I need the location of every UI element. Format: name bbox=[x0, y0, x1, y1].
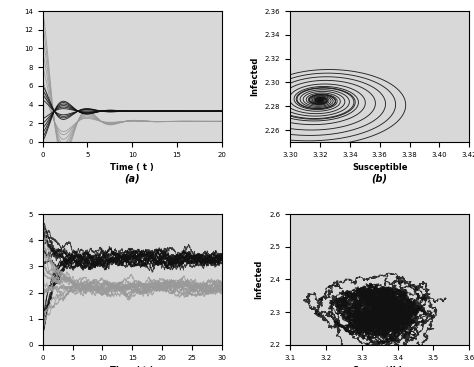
Text: (a): (a) bbox=[125, 173, 140, 183]
X-axis label: Time ( t ): Time ( t ) bbox=[110, 366, 154, 367]
X-axis label: Susceptible: Susceptible bbox=[352, 163, 407, 172]
X-axis label: Time ( t ): Time ( t ) bbox=[110, 163, 154, 172]
Text: (b): (b) bbox=[372, 173, 388, 183]
Y-axis label: Infected: Infected bbox=[255, 260, 264, 299]
X-axis label: Susceptible: Susceptible bbox=[352, 366, 407, 367]
Y-axis label: Infected: Infected bbox=[250, 57, 259, 96]
